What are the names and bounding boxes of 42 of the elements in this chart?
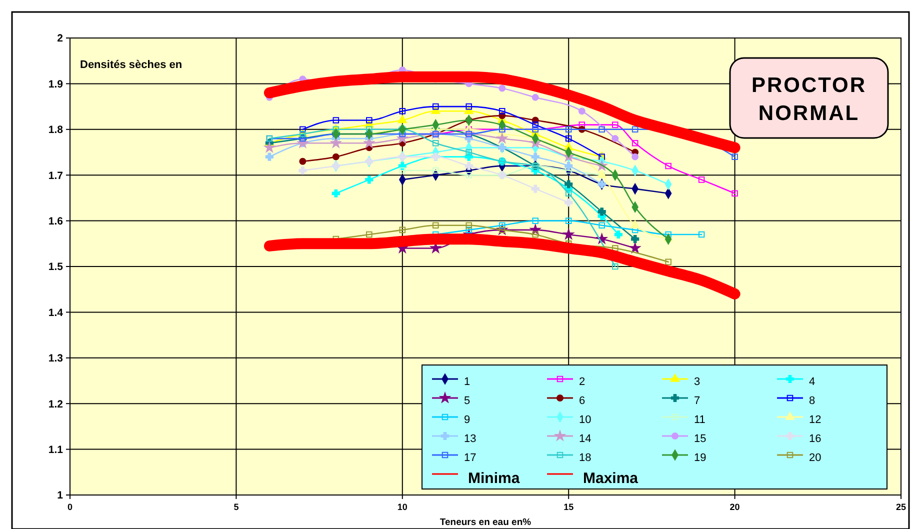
legend-label: 7	[694, 395, 700, 408]
legend-label: 16	[809, 433, 822, 446]
x-tick-label: 5	[234, 502, 239, 512]
y-tick-label: 1.1	[48, 444, 64, 456]
legend-label: Maxima	[583, 470, 639, 487]
legend-label: 10	[579, 414, 592, 426]
y-tick-label: 1.9	[48, 78, 64, 90]
legend-label: 13	[464, 433, 476, 446]
legend-label: 5	[464, 395, 470, 408]
x-tick-label: 15	[564, 502, 574, 512]
legend-label: 18	[579, 452, 592, 464]
y-axis-title: Densités sèches en	[80, 59, 182, 71]
legend-label: 6	[579, 395, 586, 408]
y-tick-label: 1	[57, 490, 64, 502]
x-axis-title: Teneurs en eau en%	[440, 517, 532, 528]
legend-label: 14	[579, 433, 592, 446]
y-tick-label: 1.5	[48, 261, 64, 274]
legend-label: 2	[579, 376, 586, 388]
legend-label: 17	[464, 452, 476, 464]
legend-label: 1	[464, 376, 470, 388]
legend-label: 8	[809, 395, 816, 408]
y-tick-label: 1.2	[48, 398, 64, 410]
x-tick-label: 10	[397, 502, 408, 512]
y-tick-label: 1.4	[48, 306, 64, 319]
legend-label: 12	[809, 414, 822, 426]
legend-label: 4	[809, 376, 816, 388]
x-tick-label: 0	[67, 502, 73, 512]
y-tick-label: 1.3	[48, 352, 64, 365]
legend-label: 11	[694, 414, 706, 426]
y-tick-label: 1.6	[48, 215, 64, 228]
x-tick-label: 25	[896, 502, 906, 512]
legend-label: 19	[694, 452, 706, 464]
y-tick-label: 1.8	[48, 124, 64, 136]
legend-label: 3	[694, 376, 700, 388]
legend-label: 9	[464, 414, 470, 426]
legend-label: Minima	[468, 470, 520, 487]
legend-label: 15	[694, 433, 706, 446]
y-tick-label: 2	[57, 32, 64, 45]
annotation: PROCTOR NORMAL	[751, 74, 867, 125]
x-tick-label: 20	[730, 502, 740, 512]
y-tick-label: 1.7	[48, 170, 64, 182]
legend-label: 20	[809, 452, 822, 464]
